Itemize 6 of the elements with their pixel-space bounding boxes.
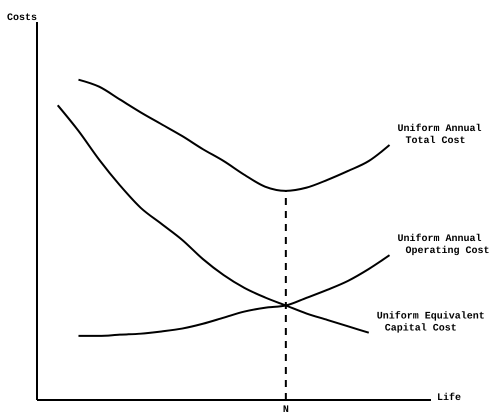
text: Costs	[6, 13, 37, 24]
series-label: Uniform Equivalent Capital Cost	[376, 310, 485, 335]
text: N	[282, 405, 289, 415]
x-axis-title: Life	[437, 393, 462, 404]
series-label: Uniform Annual Operating Cost	[398, 233, 490, 258]
series-label: Uniform Annual Total Cost	[398, 123, 482, 148]
